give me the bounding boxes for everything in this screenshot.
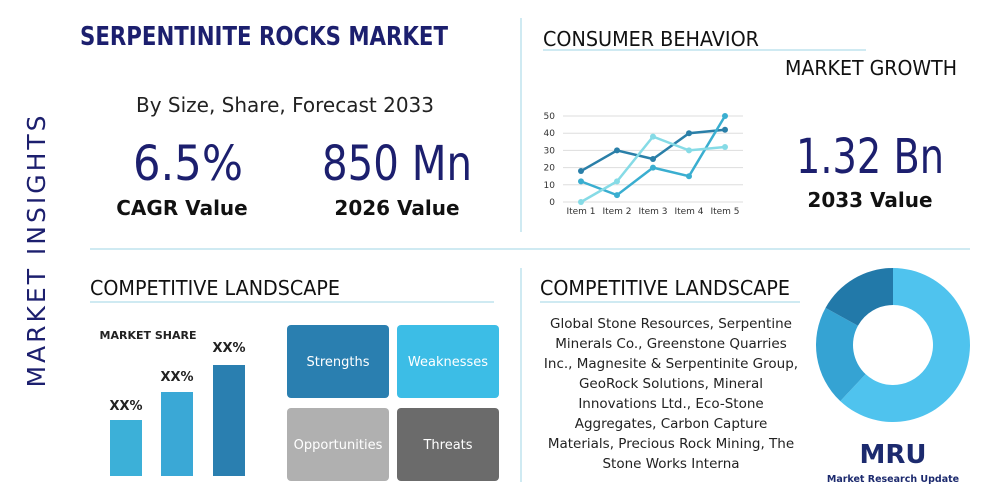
bar — [161, 392, 193, 476]
point — [578, 178, 584, 185]
subtitle: By Size, Share, Forecast 2033 — [136, 93, 434, 117]
swot-box — [397, 325, 499, 398]
point — [650, 133, 656, 140]
series-line — [580, 115, 727, 197]
stat-label: CAGR Value — [116, 196, 247, 220]
swot-box — [287, 408, 389, 481]
y-tick-label: 30 — [544, 146, 556, 156]
stat-value: 1.32 Bn — [796, 129, 944, 185]
y-tick-label: 50 — [544, 112, 556, 122]
bar — [110, 420, 142, 476]
logo-name: Market Research Update — [827, 474, 959, 485]
title: SERPENTINITE ROCKS MARKET — [80, 22, 448, 52]
x-tick-label: Item 1 — [566, 207, 595, 217]
point — [614, 147, 620, 154]
y-tick-label: 0 — [549, 198, 555, 208]
swot-box — [397, 408, 499, 481]
sidebar: MARKET INSIGHTS — [22, 112, 51, 387]
company-list: Global Stone Resources, Serpentine Miner… — [543, 316, 799, 472]
section-title: CONSUMER BEHAVIOR — [543, 27, 759, 51]
swot-label: Weaknesses — [408, 355, 488, 370]
logo-mark: MRU — [859, 440, 926, 470]
y-tick-label: 10 — [544, 181, 556, 191]
bar-label: XX% — [109, 399, 142, 414]
point — [614, 178, 620, 185]
point — [686, 173, 692, 180]
point — [650, 156, 656, 162]
bar-label: XX% — [160, 370, 193, 385]
swot-label: Strengths — [306, 355, 369, 370]
bar — [213, 365, 245, 476]
point — [578, 199, 584, 205]
x-tick-label: Item 2 — [602, 207, 631, 217]
section-subtitle: MARKET GROWTH — [785, 56, 957, 80]
chart-title: MARKET SHARE — [100, 329, 197, 342]
point — [686, 147, 692, 154]
point — [722, 126, 728, 133]
stat-value: 850 Mn — [322, 136, 472, 192]
point — [614, 192, 620, 199]
swot-label: Threats — [422, 438, 472, 453]
bar-label: XX% — [212, 341, 245, 356]
donut-segment — [825, 268, 893, 326]
swot-box — [287, 325, 389, 398]
point — [578, 168, 584, 175]
stat-label: 2026 Value — [334, 196, 459, 220]
point — [722, 113, 728, 119]
y-tick-label: 20 — [544, 164, 556, 174]
point — [686, 130, 692, 137]
swot-label: Opportunities — [294, 438, 383, 453]
stat-label: 2033 Value — [807, 188, 932, 212]
y-tick-label: 40 — [544, 129, 556, 139]
stat-value: 6.5% — [133, 136, 243, 192]
donut-segment — [816, 307, 866, 402]
point — [650, 164, 656, 171]
section-title: COMPETITIVE LANDSCAPE — [90, 276, 340, 300]
x-tick-label: Item 5 — [710, 207, 739, 217]
x-tick-label: Item 3 — [638, 207, 667, 217]
point — [722, 143, 728, 150]
section-title: COMPETITIVE LANDSCAPE — [540, 276, 790, 300]
donut-segment — [840, 268, 970, 422]
x-tick-label: Item 4 — [674, 207, 703, 217]
